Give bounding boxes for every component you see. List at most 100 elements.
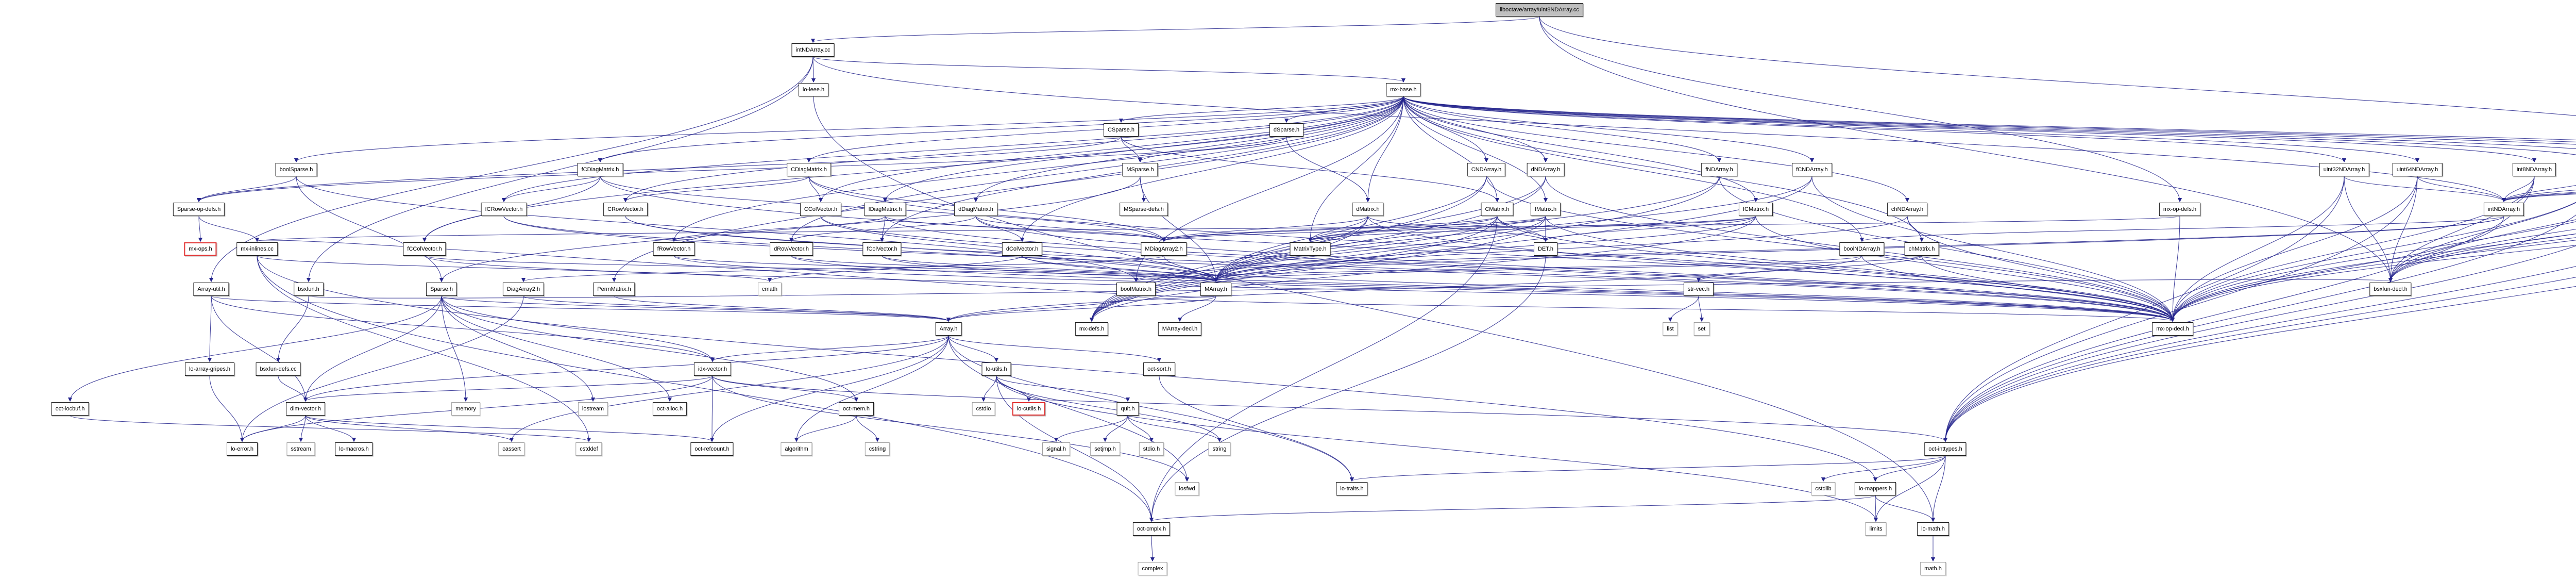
graph-node-mx-op-decl-h[interactable]: mx-op-decl.h — [2152, 322, 2193, 336]
graph-node-drowvector-h[interactable]: dRowVector.h — [770, 242, 813, 256]
graph-node-mdiagarray2-h[interactable]: MDiagArray2.h — [1141, 242, 1187, 256]
graph-node-det-h[interactable]: DET.h — [1534, 242, 1557, 256]
graph-node-array-util-h[interactable]: Array-util.h — [193, 283, 229, 296]
graph-node-lo-traits-h[interactable]: lo-traits.h — [1336, 482, 1368, 495]
graph-node-intndarray-cc[interactable]: intNDArray.cc — [791, 43, 835, 57]
graph-node-algorithm[interactable]: algorithm — [781, 442, 812, 456]
graph-node-marray-decl-h[interactable]: MArray-decl.h — [1158, 322, 1202, 336]
graph-node-cstring[interactable]: cstring — [865, 442, 890, 456]
graph-node-bsxfun-defs-cc[interactable]: bsxfun-defs.cc — [256, 362, 301, 376]
graph-node-math-h[interactable]: math.h — [1920, 562, 1946, 575]
graph-node-limits[interactable]: limits — [1865, 522, 1887, 536]
graph-node-cstdio[interactable]: cstdio — [972, 402, 995, 416]
graph-node-boolsparse-h[interactable]: boolSparse.h — [275, 163, 317, 176]
graph-node-oct-cmplx-h[interactable]: oct-cmplx.h — [1132, 522, 1171, 536]
graph-node-set[interactable]: set — [1693, 322, 1710, 336]
graph-node-signal-h[interactable]: signal.h — [1042, 442, 1070, 456]
graph-node-mx-defs-h[interactable]: mx-defs.h — [1075, 322, 1109, 336]
graph-node-lo-utils-h[interactable]: lo-utils.h — [981, 362, 1011, 376]
graph-node-dmatrix-h[interactable]: dMatrix.h — [1352, 203, 1384, 216]
graph-node-marray-h[interactable]: MArray.h — [1200, 283, 1231, 296]
graph-node-uint64ndarray-h[interactable]: uint64NDArray.h — [2392, 163, 2443, 176]
graph-node-cstdlib[interactable]: cstdlib — [1811, 482, 1836, 495]
graph-node-oct-inttypes-h[interactable]: oct-inttypes.h — [1924, 442, 1967, 456]
graph-node-mx-inlines-cc[interactable]: mx-inlines.cc — [236, 242, 278, 256]
include-edge — [812, 56, 2506, 203]
graph-node-lo-error-h[interactable]: lo-error.h — [226, 442, 258, 456]
graph-node-fcmatrix-h[interactable]: fCMatrix.h — [1738, 203, 1773, 216]
graph-node-lo-cutils-h[interactable]: lo-cutils.h — [1012, 402, 1046, 416]
graph-node-dcolvector-h[interactable]: dColVector.h — [1002, 242, 1043, 256]
include-edge — [521, 255, 1164, 283]
graph-node-oct-mem-h[interactable]: oct-mem.h — [839, 402, 874, 416]
graph-node-fcrowvector-h[interactable]: fCRowVector.h — [481, 203, 527, 216]
graph-node-str-vec-h[interactable]: str-vec.h — [1683, 283, 1714, 296]
graph-node-lo-ieee-h[interactable]: lo-ieee.h — [798, 83, 829, 96]
graph-node-mx-base-h[interactable]: mx-base.h — [1386, 83, 1421, 96]
graph-node-idx-vector-h[interactable]: idx-vector.h — [693, 362, 732, 376]
graph-node-fccolvector-h[interactable]: fCColVector.h — [403, 242, 446, 256]
graph-node-setjmp-h[interactable]: setjmp.h — [1090, 442, 1120, 456]
include-edge — [948, 335, 999, 362]
graph-node-msparse-defs-h[interactable]: MSparse-defs.h — [1120, 203, 1168, 216]
graph-node-dndarray-h[interactable]: dNDArray.h — [1527, 163, 1565, 176]
graph-node-string[interactable]: string — [1208, 442, 1231, 456]
graph-node-frowvector-h[interactable]: fRowVector.h — [653, 242, 695, 256]
graph-node-cdiagmatrix-h[interactable]: CDiagMatrix.h — [787, 163, 831, 176]
graph-node-fcndarray-h[interactable]: fCNDArray.h — [1792, 163, 1832, 176]
graph-node-oct-alloc-h[interactable]: oct-alloc.h — [652, 402, 687, 416]
graph-node-fcolvector-h[interactable]: fColVector.h — [862, 242, 902, 256]
graph-node-intndarray-h[interactable]: intNDArray.h — [2483, 203, 2524, 216]
graph-node-list[interactable]: list — [1663, 322, 1678, 336]
graph-node-cndarray-h[interactable]: CNDArray.h — [1467, 163, 1506, 176]
graph-node-permmatrix-h[interactable]: PermMatrix.h — [593, 283, 635, 296]
graph-node-sparse-op-defs-h[interactable]: Sparse-op-defs.h — [173, 203, 225, 216]
graph-node-msparse-h[interactable]: MSparse.h — [1122, 163, 1158, 176]
graph-node-stdio-h[interactable]: stdio.h — [1139, 442, 1164, 456]
graph-node-mx-ops-h[interactable]: mx-ops.h — [184, 242, 217, 256]
graph-node-array-h[interactable]: Array.h — [935, 322, 962, 336]
graph-node-dim-vector-h[interactable]: dim-vector.h — [286, 402, 325, 416]
graph-node-sparse-h[interactable]: Sparse.h — [426, 283, 457, 296]
graph-node-cmath[interactable]: cmath — [758, 283, 782, 296]
graph-node-oct-refcount-h[interactable]: oct-refcount.h — [690, 442, 734, 456]
graph-node-quit-h[interactable]: quit.h — [1116, 402, 1139, 416]
graph-node-lo-math-h[interactable]: lo-math.h — [1917, 522, 1949, 536]
graph-node-fcdiagmatrix-h[interactable]: fCDiagMatrix.h — [577, 163, 623, 176]
graph-node-lo-mappers-h[interactable]: lo-mappers.h — [1854, 482, 1896, 495]
graph-node-lo-array-gripes-h[interactable]: lo-array-gripes.h — [184, 362, 235, 376]
graph-node-cstddef[interactable]: cstddef — [575, 442, 602, 456]
graph-node-ddiagmatrix-h[interactable]: dDiagMatrix.h — [954, 203, 997, 216]
graph-node-mx-op-defs-h[interactable]: mx-op-defs.h — [2159, 203, 2201, 216]
graph-node-cmatrix-h[interactable]: CMatrix.h — [1481, 203, 1514, 216]
graph-node-matrixtype-h[interactable]: MatrixType.h — [1290, 242, 1331, 256]
graph-node-fndarray-h[interactable]: fNDArray.h — [1701, 163, 1737, 176]
graph-node-iostream[interactable]: iostream — [578, 402, 608, 416]
graph-node-oct-sort-h[interactable]: oct-sort.h — [1143, 362, 1175, 376]
root-node-liboctave-array-uint8ndarray-cc[interactable]: liboctave/array/uint8NDArray.cc — [1496, 3, 1583, 16]
graph-node-memory[interactable]: memory — [451, 402, 480, 416]
graph-node-crowvector-h[interactable]: CRowVector.h — [603, 203, 648, 216]
graph-node-diagarray2-h[interactable]: DiagArray2.h — [502, 283, 545, 296]
graph-node-boolndarray-h[interactable]: boolNDArray.h — [1839, 242, 1885, 256]
graph-node-bsxfun-decl-h[interactable]: bsxfun-decl.h — [2369, 283, 2412, 296]
graph-node-uint32ndarray-h[interactable]: uint32NDArray.h — [2319, 163, 2369, 176]
graph-node-complex[interactable]: complex — [1138, 562, 1167, 575]
graph-node-chndarray-h[interactable]: chNDArray.h — [1887, 203, 1928, 216]
graph-node-ccolvector-h[interactable]: CColVector.h — [800, 203, 842, 216]
graph-node-chmatrix-h[interactable]: chMatrix.h — [1904, 242, 1939, 256]
graph-node-cassert[interactable]: cassert — [498, 442, 525, 456]
graph-node-lo-macros-h[interactable]: lo-macros.h — [335, 442, 373, 456]
graph-node-csparse-h[interactable]: CSparse.h — [1104, 123, 1139, 137]
include-edge — [1367, 216, 1548, 242]
graph-node-iosfwd[interactable]: iosfwd — [1175, 482, 1199, 495]
graph-node-fmatrix-h[interactable]: fMatrix.h — [1530, 203, 1561, 216]
graph-node-int8ndarray-h[interactable]: int8NDArray.h — [2512, 163, 2556, 176]
graph-node-fdiagmatrix-h[interactable]: fDiagMatrix.h — [864, 203, 906, 216]
graph-node-oct-locbuf-h[interactable]: oct-locbuf.h — [51, 402, 89, 416]
graph-node-sstream[interactable]: sstream — [286, 442, 315, 456]
graph-node-bsxfun-h[interactable]: bsxfun.h — [294, 283, 324, 296]
graph-node-dsparse-h[interactable]: dSparse.h — [1269, 123, 1304, 137]
graph-node-boolmatrix-h[interactable]: boolMatrix.h — [1116, 283, 1156, 296]
